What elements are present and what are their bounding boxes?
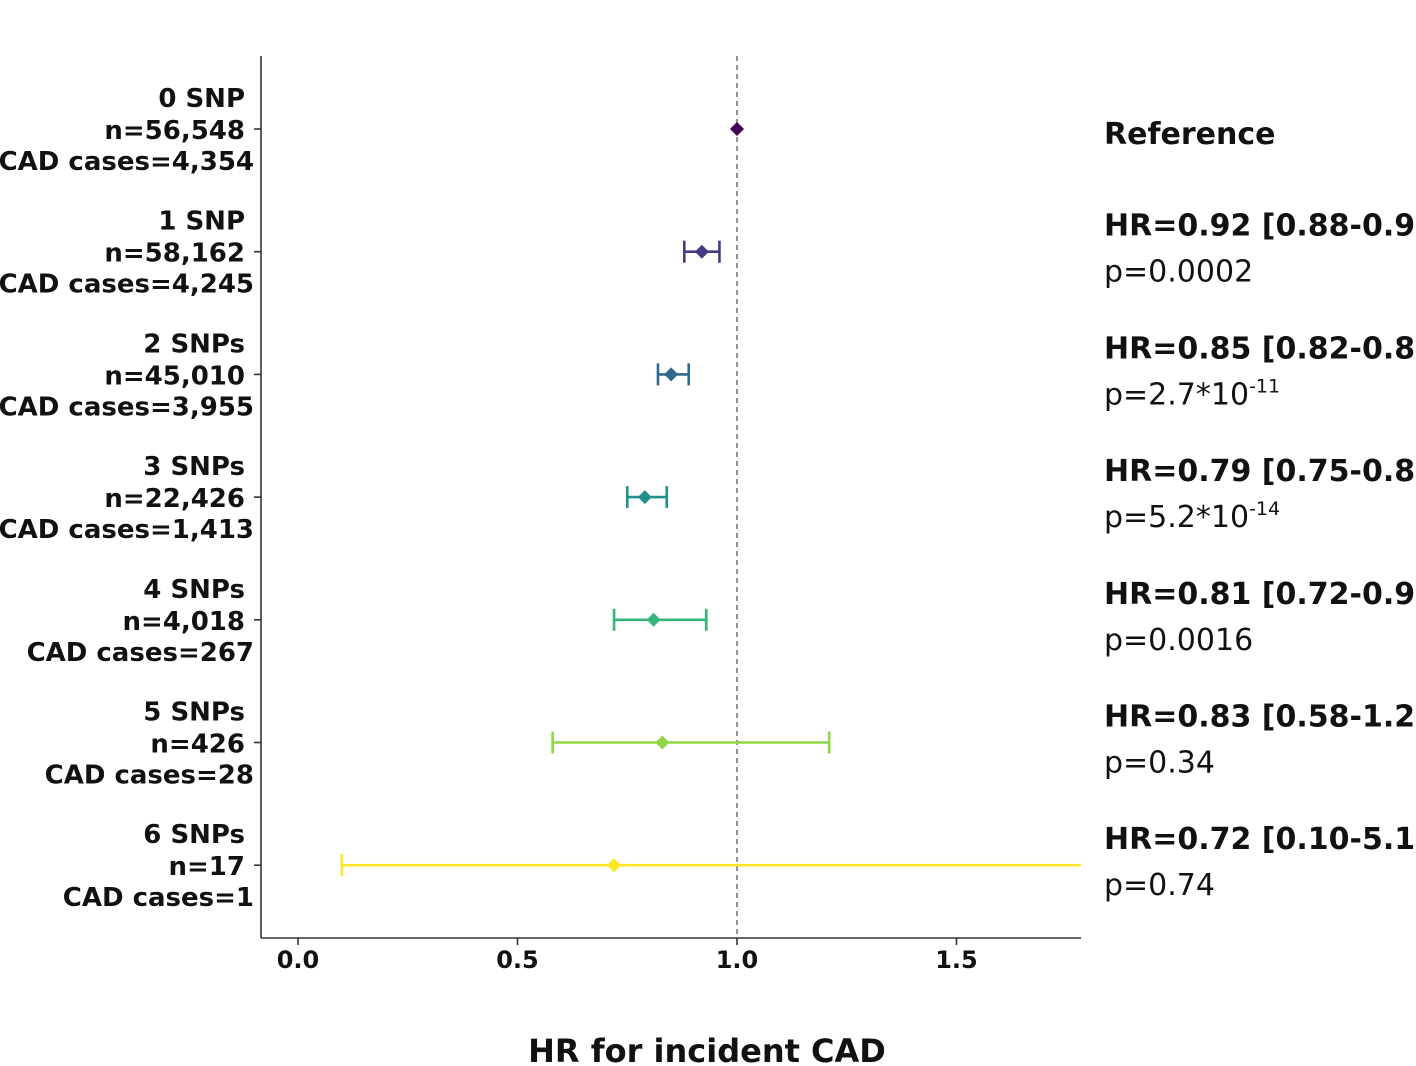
row-label-group-name: 0 SNP: [158, 84, 245, 114]
annotation-p: p=0.74: [1104, 868, 1215, 903]
forest-row-6: [340, 854, 1081, 877]
marks-group: [340, 122, 1081, 877]
annotation-p: p=0.34: [1104, 746, 1215, 781]
row-label-n: n=17: [169, 852, 245, 882]
annotation-hr: HR=0.79 [0.75-0.84]: [1104, 454, 1416, 489]
x-tick-label: 0.0: [277, 946, 320, 974]
row-label-cases: CAD cases=4,245: [0, 270, 254, 300]
annotation-p-exponent: -14: [1249, 498, 1280, 520]
row-label-n: n=4,018: [122, 607, 245, 637]
annotation-p-exponent: -11: [1249, 375, 1280, 397]
x-axis-title: HR for incident CAD: [528, 1032, 886, 1066]
row-label-cases: CAD cases=1,413: [0, 515, 254, 545]
forest-row-3: [625, 486, 669, 509]
annotation-p: p=0.0002: [1104, 255, 1253, 290]
forest-row-0: [730, 122, 744, 136]
hr-point: [637, 490, 652, 505]
hr-point: [607, 858, 622, 873]
forest-row-1: [683, 240, 721, 263]
annotation-p: p=2.7*10-11: [1104, 375, 1280, 412]
row-label-cases: CAD cases=267: [27, 638, 254, 668]
annotation-hr: HR=0.81 [0.72-0.93]: [1104, 577, 1416, 612]
row-label-group-name: 5 SNPs: [143, 698, 245, 728]
row-label-cases: CAD cases=3,955: [0, 392, 254, 422]
row-label-group-name: 6 SNPs: [143, 820, 245, 850]
x-tick-label: 1.0: [716, 946, 759, 974]
x-tick-label: 1.5: [935, 946, 978, 974]
annotation-hr: HR=0.92 [0.88-0.96]: [1104, 209, 1416, 244]
row-label-n: n=426: [150, 730, 245, 760]
row-label-group-name: 1 SNP: [158, 207, 245, 237]
row-label-n: n=22,426: [104, 484, 245, 514]
axes-group: [254, 56, 1081, 939]
row-label-group-name: 2 SNPs: [143, 329, 245, 359]
annotation-p: p=5.2*10-14: [1104, 498, 1280, 535]
forest-row-4: [612, 608, 708, 631]
annotation-p: p=0.0016: [1104, 623, 1253, 658]
hr-point: [646, 612, 661, 627]
forest-row-2: [656, 363, 691, 386]
row-label-n: n=58,162: [104, 239, 245, 269]
hr-point: [694, 244, 709, 259]
hr-point: [655, 735, 670, 750]
annotation-hr: HR=0.72 [0.10-5.12]: [1104, 822, 1416, 857]
annotation-reference: Reference: [1104, 117, 1275, 152]
hr-point: [730, 122, 744, 136]
annotation-hr: HR=0.83 [0.58-1.21]: [1104, 700, 1416, 735]
row-label-cases: CAD cases=4,354: [0, 147, 254, 177]
x-ticks-group: 0.0 0.5 1.0 1.5: [277, 938, 978, 974]
x-tick-label: 0.5: [496, 946, 539, 974]
row-label-cases: CAD cases=1: [63, 883, 254, 913]
row-label-group-name: 3 SNPs: [143, 452, 245, 482]
forest-row-5: [551, 731, 831, 754]
annotation-hr: HR=0.85 [0.82-0.89]: [1104, 331, 1416, 366]
row-label-n: n=45,010: [104, 361, 245, 391]
hr-point: [664, 367, 679, 382]
row-label-n: n=56,548: [104, 116, 245, 146]
annotations-group: Reference HR=0.92 [0.88-0.96] p=0.0002 HR=0…: [1104, 117, 1416, 903]
row-label-group-name: 4 SNPs: [143, 575, 245, 605]
row-label-cases: CAD cases=28: [45, 761, 254, 791]
